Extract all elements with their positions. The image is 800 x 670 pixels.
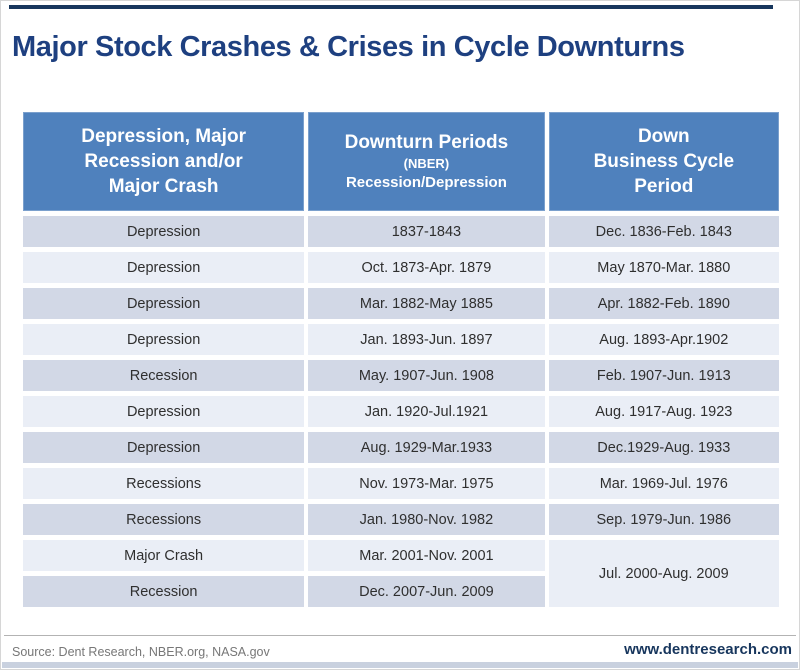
footer-divider: [4, 635, 796, 636]
header-line: Down: [637, 125, 690, 147]
cell-crisis-type: Major Crash: [23, 540, 305, 571]
cell-crisis-type: Depression: [23, 432, 305, 463]
cell-business-cycle-period: Sep. 1979-Jun. 1986: [548, 504, 779, 535]
table-row: Depression Aug. 1929-Mar.1933 Dec.1929-Aug…: [23, 432, 779, 463]
table-row: Recessions Nov. 1973-Mar. 1975 Mar. 1969-J…: [23, 468, 779, 499]
cell-business-cycle-period: Aug. 1917-Aug. 1923: [548, 396, 779, 427]
header-line: Depression, Major: [81, 125, 246, 147]
header-subline-recession: Recession/Depression: [345, 173, 507, 191]
cell-crisis-type: Depression: [23, 324, 305, 355]
table-row: Depression 1837-1843 Dec. 1836-Feb. 1843: [23, 216, 779, 247]
cell-downturn-period: Oct. 1873-Apr. 1879: [308, 252, 545, 283]
cell-crisis-type: Depression: [23, 252, 305, 283]
crashes-table: Depression, Major Recession and/or Major…: [19, 107, 783, 612]
header-subline-nber: (NBER): [403, 156, 450, 172]
cell-downturn-period: Dec. 2007-Jun. 2009: [308, 576, 545, 607]
cell-downturn-period: Mar. 1882-May 1885: [308, 288, 545, 319]
cell-downturn-period: May. 1907-Jun. 1908: [308, 360, 545, 391]
header-depression-column: Depression, Major Recession and/or Major…: [23, 112, 305, 211]
table-row: Depression Oct. 1873-Apr. 1879 May 1870-Ma…: [23, 252, 779, 283]
table-row: Depression Jan. 1920-Jul.1921 Aug. 1917-Au…: [23, 396, 779, 427]
cell-crisis-type: Recession: [23, 360, 305, 391]
cell-crisis-type: Depression: [23, 216, 305, 247]
cell-downturn-period: Jan. 1893-Jun. 1897: [308, 324, 545, 355]
cell-crisis-type: Recessions: [23, 504, 305, 535]
bottom-strip-decoration: [2, 662, 798, 668]
cell-business-cycle-period: Aug. 1893-Apr.1902: [548, 324, 779, 355]
cell-downturn-period: Aug. 1929-Mar.1933: [308, 432, 545, 463]
footer-source-text: Source: Dent Research, NBER.org, NASA.go…: [12, 645, 270, 659]
header-cycle-column: Down Business Cycle Period: [548, 112, 779, 211]
header-line: Period: [634, 176, 694, 198]
header-line: Major Crash: [108, 176, 219, 198]
table-row: Recession May. 1907-Jun. 1908 Feb. 1907-Ju…: [23, 360, 779, 391]
cell-crisis-type: Depression: [23, 288, 305, 319]
header-downturn-column: Downturn Periods (NBER) Recession/Depres…: [308, 112, 545, 211]
cell-business-cycle-period: May 1870-Mar. 1880: [548, 252, 779, 283]
top-rule-divider: [9, 5, 773, 9]
table-row: Major Crash Mar. 2001-Nov. 2001 Jul. 2000-…: [23, 540, 779, 607]
cell-business-cycle-period: Dec.1929-Aug. 1933: [548, 432, 779, 463]
table-container: Depression, Major Recession and/or Major…: [19, 107, 783, 612]
cell-crisis-type: Recessions: [23, 468, 305, 499]
header-line: Recession and/or: [84, 150, 243, 172]
cell-downturn-period: Nov. 1973-Mar. 1975: [308, 468, 545, 499]
table-body: Depression 1837-1843 Dec. 1836-Feb. 1843 De…: [23, 216, 779, 607]
cell-downturn-period: Jan. 1980-Nov. 1982: [308, 504, 545, 535]
cell-business-cycle-period: Apr. 1882-Feb. 1890: [548, 288, 779, 319]
cell-business-cycle-period: Mar. 1969-Jul. 1976: [548, 468, 779, 499]
cell-downturn-period: 1837-1843: [308, 216, 545, 247]
cell-downturn-period: Mar. 2001-Nov. 2001: [308, 540, 545, 571]
page-title: Major Stock Crashes & Crises in Cycle Do…: [12, 31, 685, 64]
cell-business-cycle-period: Jul. 2000-Aug. 2009: [548, 540, 779, 607]
table-row: Recessions Jan. 1980-Nov. 1982 Sep. 1979-J…: [23, 504, 779, 535]
header-row: Depression, Major Recession and/or Major…: [23, 112, 779, 211]
cell-business-cycle-period: Dec. 1836-Feb. 1843: [548, 216, 779, 247]
table-row: Depression Mar. 1882-May 1885 Apr. 1882-Fe…: [23, 288, 779, 319]
header-line: Downturn Periods: [344, 132, 509, 154]
table-header: Depression, Major Recession and/or Major…: [23, 112, 779, 211]
cell-crisis-type: Recession: [23, 576, 305, 607]
cell-business-cycle-period: Feb. 1907-Jun. 1913: [548, 360, 779, 391]
cell-downturn-period: Jan. 1920-Jul.1921: [308, 396, 545, 427]
footer-website-text: www.dentresearch.com: [624, 641, 792, 658]
cell-crisis-type: Depression: [23, 396, 305, 427]
header-line: Business Cycle: [593, 150, 735, 172]
table-row: Depression Jan. 1893-Jun. 1897 Aug. 1893-A…: [23, 324, 779, 355]
table-row: Recession Dec. 2007-Jun. 2009: [23, 576, 779, 607]
